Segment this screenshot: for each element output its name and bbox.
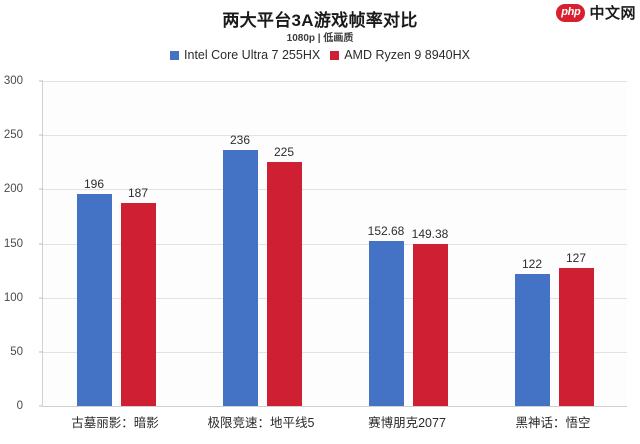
y-tick-label: 50 <box>10 345 23 358</box>
y-tick-mark <box>39 134 43 136</box>
y-tick-mark <box>39 297 43 299</box>
x-axis-category-label: 赛博朋克2077 <box>368 416 446 430</box>
bar-value-label: 122 <box>521 256 543 271</box>
legend-item[interactable]: AMD Ryzen 9 8940HX <box>330 48 470 62</box>
bar-group: 122 127 <box>481 81 627 406</box>
y-tick-label: 150 <box>3 237 23 250</box>
bar-group: 196 187 <box>43 81 189 406</box>
bar-amd[interactable]: 187 <box>120 186 156 406</box>
bar-value-label: 236 <box>229 133 251 148</box>
x-axis-labels: 古墓丽影：暗影 极限竞速：地平线5 赛博朋克2077 黑神话：悟空 <box>42 412 626 440</box>
legend-item[interactable]: Intel Core Ultra 7 255HX <box>170 48 320 62</box>
y-tick-label: 0 <box>16 400 23 412</box>
bar-amd[interactable]: 149.38 <box>412 227 448 406</box>
y-tick-mark <box>39 351 43 353</box>
y-gridline <box>43 81 627 82</box>
y-tick-label: 200 <box>3 183 23 196</box>
watermark-site-name: 中文网 <box>589 4 636 22</box>
bar-intel[interactable]: 122 <box>514 257 550 406</box>
y-gridline <box>43 189 627 191</box>
bar-value-label: 187 <box>127 186 149 201</box>
bar-amd[interactable]: 127 <box>558 251 594 406</box>
y-gridline <box>43 351 627 353</box>
y-gridline <box>43 243 627 245</box>
bar-group: 236 225 <box>189 81 335 406</box>
bar-value-label: 149.38 <box>411 227 449 242</box>
watermark: php 中文网 <box>556 4 636 22</box>
php-logo-badge: php <box>556 4 586 22</box>
chart-subtitle: 1080p | 低画质 <box>286 33 354 44</box>
y-tick-mark <box>39 80 43 82</box>
legend-swatch-icon <box>170 50 180 60</box>
y-tick-label: 100 <box>3 291 23 304</box>
bar-value-label: 196 <box>83 176 105 191</box>
y-tick-mark <box>39 243 43 244</box>
y-gridline <box>43 135 627 137</box>
chart-title: 两大平台3A游戏帧率对比 <box>222 11 418 30</box>
y-tick-mark <box>39 405 43 407</box>
bar-amd[interactable]: 225 <box>266 145 302 406</box>
bar-group: 152.68 149.38 <box>335 81 481 406</box>
bar-intel[interactable]: 196 <box>76 177 112 406</box>
legend-label: Intel Core Ultra 7 255HX <box>184 48 321 62</box>
chart-legend: Intel Core Ultra 7 255HX AMD Ryzen 9 8940… <box>0 48 640 62</box>
y-gridline <box>43 406 627 407</box>
legend-swatch-icon <box>330 50 340 60</box>
bar-intel[interactable]: 152.68 <box>368 224 404 406</box>
bar-intel[interactable]: 236 <box>222 133 258 406</box>
bar-value-label: 225 <box>273 145 295 160</box>
x-axis-category-label: 极限竞速：地平线5 <box>207 416 315 430</box>
bar-value-label: 127 <box>565 251 587 266</box>
y-tick-label: 300 <box>3 75 23 87</box>
bar-value-label: 152.68 <box>367 223 405 238</box>
x-axis-category-label: 古墓丽影：暗影 <box>71 416 159 430</box>
y-tick-mark <box>39 188 43 190</box>
x-axis-category-label: 黑神话：悟空 <box>515 416 591 430</box>
legend-label: AMD Ryzen 9 8940HX <box>344 48 470 62</box>
plot-area: 0 50 100 150 200 250 300 196 187 236 225 152.68 149.… <box>4 75 627 412</box>
y-gridline <box>43 297 627 299</box>
y-tick-label: 250 <box>3 129 23 142</box>
